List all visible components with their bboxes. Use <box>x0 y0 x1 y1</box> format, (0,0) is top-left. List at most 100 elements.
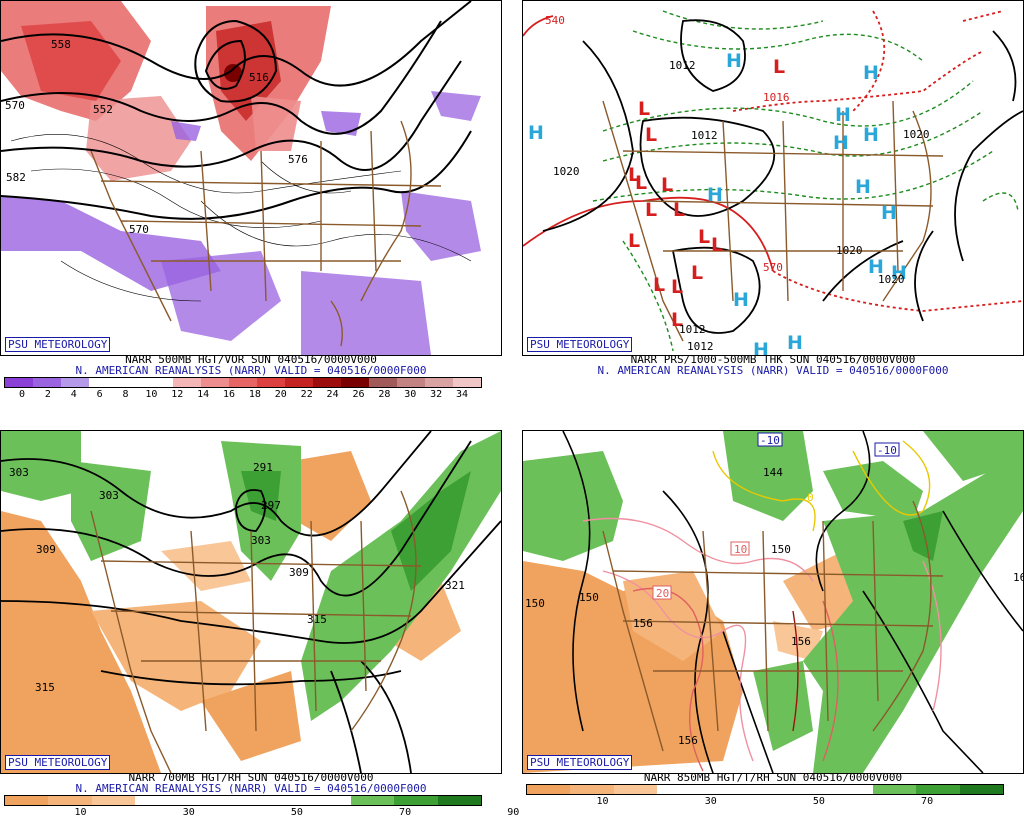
colorbar-tick-label: 10 <box>145 389 158 400</box>
map-caption: NARR 850MB HGT/T/RH SUN 040516/0000V000 <box>643 771 903 784</box>
contour-label: 16 <box>1013 571 1023 584</box>
colorbar-segment <box>285 378 313 387</box>
contour-label: 552 <box>93 103 113 116</box>
psu-meteorology-badge: PSU METEOROLOGY <box>5 337 111 352</box>
contour-label: 1020 <box>878 273 905 286</box>
humidity-colorbar <box>526 784 1004 795</box>
contour-label: 291 <box>253 461 273 474</box>
colorbar-segment <box>397 378 425 387</box>
contour-label: 1012 <box>679 323 706 336</box>
colorbar-segment <box>527 785 571 794</box>
colorbar-segment <box>369 378 397 387</box>
colorbar-segment <box>916 785 960 794</box>
colorbar-tick-label: 50 <box>812 796 825 807</box>
colorbar-tick-label: 70 <box>399 807 412 818</box>
colorbar-segment <box>117 378 145 387</box>
map-850mb-temp-humidity: -10 -10 150 150 156 144 150 156 10 20 0 … <box>522 430 1024 774</box>
svg-text:L: L <box>645 199 657 221</box>
contour-label: 20 <box>656 587 669 600</box>
colorbar-tick-label: 30 <box>182 807 195 818</box>
map-caption: NARR 500MB HGT/VOR SUN 040516/0000V000 <box>125 353 377 366</box>
colorbar-segment <box>48 796 92 805</box>
map-caption-valid: N. AMERICAN REANALYSIS (NARR) VALID = 04… <box>75 364 427 377</box>
colorbar-tick-label: 0 <box>18 389 26 400</box>
colorbar-segment <box>351 796 395 805</box>
colorbar-segment <box>201 378 229 387</box>
colorbar-segment <box>257 378 285 387</box>
panel-pressure-thickness: H H H H H H H H H H H H H H L L L L L L <box>522 0 1024 405</box>
colorbar-segment <box>700 785 744 794</box>
contour-label: 582 <box>6 171 26 184</box>
colorbar-tick-label: 10 <box>596 796 609 807</box>
contour-label: -10 <box>760 434 780 447</box>
contour-label: 303 <box>9 466 29 479</box>
svg-text:L: L <box>628 164 640 186</box>
svg-text:H: H <box>891 262 907 284</box>
colorbar-segment <box>178 796 222 805</box>
contour-label: 516 <box>249 71 269 84</box>
svg-text:L: L <box>671 309 683 331</box>
colorbar-tick-label: 50 <box>290 807 303 818</box>
svg-text:L: L <box>653 274 665 296</box>
contour-label: 570 <box>129 223 149 236</box>
psu-meteorology-badge: PSU METEOROLOGY <box>5 755 111 770</box>
map-caption-valid: N. AMERICAN REANALYSIS (NARR) VALID = 04… <box>597 364 949 377</box>
contour-label: 1020 <box>836 244 863 257</box>
colorbar-tick-label: 26 <box>352 389 365 400</box>
colorbar-segment <box>173 378 201 387</box>
colorbar-segment <box>394 796 438 805</box>
colorbar-segment <box>425 378 453 387</box>
colorbar-tick-label: 90 <box>507 807 520 818</box>
colorbar-segment <box>33 378 61 387</box>
colorbar-tick-label: 30 <box>704 796 717 807</box>
contour-label: 303 <box>99 489 119 502</box>
contour-label: 156 <box>791 635 811 648</box>
svg-text:L: L <box>773 56 785 78</box>
colorbar-tick-label: 8 <box>122 389 129 400</box>
colorbar-segment <box>959 785 1003 794</box>
svg-text:L: L <box>628 230 640 252</box>
contour-label: 144 <box>763 466 783 479</box>
contour-label: 297 <box>261 499 281 512</box>
svg-text:L: L <box>691 262 703 284</box>
colorbar-tick-label: 14 <box>197 389 210 400</box>
contour-label: 150 <box>579 591 599 604</box>
colorbar-segment <box>5 796 49 805</box>
colorbar-segment <box>341 378 369 387</box>
svg-text:H: H <box>733 289 749 311</box>
svg-text:L: L <box>638 98 650 120</box>
colorbar-tick-label: 16 <box>223 389 236 400</box>
psu-meteorology-badge: PSU METEOROLOGY <box>527 337 633 352</box>
contour-label: 309 <box>36 543 56 556</box>
svg-text:H: H <box>863 124 879 146</box>
svg-text:H: H <box>787 332 803 354</box>
svg-text:H: H <box>855 176 871 198</box>
contour-label: 10 <box>734 543 747 556</box>
colorbar-tick-label: 22 <box>300 389 313 400</box>
colorbar-segment <box>89 378 117 387</box>
contour-label: 576 <box>288 153 308 166</box>
colorbar-tick-label: 6 <box>96 389 103 400</box>
svg-text:H: H <box>528 122 544 144</box>
map-500mb-vorticity: 558 570 582 552 516 576 570 PSU METEOROL… <box>0 0 502 356</box>
svg-text:H: H <box>726 50 742 72</box>
colorbar-segment <box>613 785 657 794</box>
colorbar-segment <box>829 785 874 794</box>
contour-label: 315 <box>307 613 327 626</box>
colorbar-segment <box>786 785 830 794</box>
colorbar-tick-label: 20 <box>274 389 287 400</box>
panel-700mb-humidity: 303 303 309 297 291 303 309 315 321 315 … <box>0 418 519 819</box>
svg-text:H: H <box>753 339 769 355</box>
contour-label: 558 <box>51 38 71 51</box>
colorbar-tick-label: 70 <box>921 796 934 807</box>
contour-label: 1016 <box>763 91 790 104</box>
colorbar-tick-label: 30 <box>404 389 417 400</box>
colorbar-segment <box>264 796 308 805</box>
contour-label: 303 <box>251 534 271 547</box>
colorbar-segment <box>570 785 614 794</box>
contour-label: 150 <box>525 597 545 610</box>
colorbar-segment <box>307 796 352 805</box>
svg-text:H: H <box>881 202 897 224</box>
svg-text:L: L <box>671 276 683 298</box>
